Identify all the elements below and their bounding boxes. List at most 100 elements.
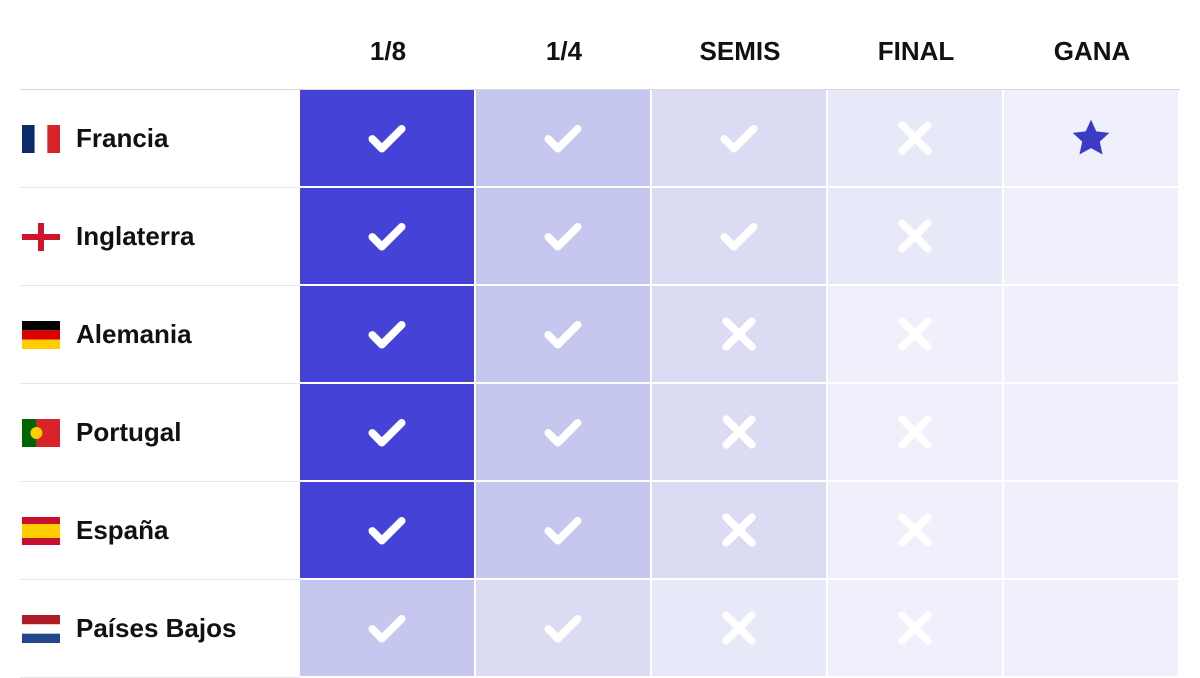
country-label: Inglaterra [76,221,195,252]
cross-icon [717,312,761,356]
check-icon [717,214,761,258]
check-icon [365,116,409,160]
result-cell [1004,188,1180,286]
flag-netherlands-icon [22,615,60,643]
result-icon-wrap [717,410,761,454]
check-icon [541,214,585,258]
country-label: Alemania [76,319,192,350]
check-icon [365,214,409,258]
result-cell [652,286,828,384]
result-icon-wrap [541,508,585,552]
result-cell [828,286,1004,384]
result-icon-wrap [893,410,937,454]
result-cell [652,90,828,188]
result-icon-wrap [365,508,409,552]
results-table: 1/81/4SEMISFINALGANA Francia In [20,18,1180,678]
result-cell [476,580,652,678]
result-icon-wrap [541,214,585,258]
result-cell [476,90,652,188]
cross-icon [893,312,937,356]
check-icon [541,312,585,356]
result-icon-wrap [1069,214,1113,258]
result-icon-wrap [541,312,585,356]
result-icon-wrap [365,312,409,356]
result-icon-wrap [541,410,585,454]
check-icon [365,606,409,650]
result-cell [1004,90,1180,188]
result-cell [828,580,1004,678]
check-icon [541,116,585,160]
check-icon [365,410,409,454]
result-icon-wrap [717,508,761,552]
result-icon-wrap [893,116,937,160]
result-icon-wrap [893,312,937,356]
result-cell [300,286,476,384]
result-cell [1004,482,1180,580]
result-icon-wrap [1069,312,1113,356]
result-cell [652,482,828,580]
column-header: 1/4 [476,18,652,90]
country-cell: Francia [20,90,300,188]
column-header: FINAL [828,18,1004,90]
country-label: Francia [76,123,169,154]
result-cell [652,188,828,286]
country-cell: Portugal [20,384,300,482]
cross-icon [893,116,937,160]
result-icon-wrap [365,606,409,650]
result-icon-wrap [541,606,585,650]
header-empty [20,18,300,90]
result-icon-wrap [365,116,409,160]
result-cell [300,188,476,286]
column-header: 1/8 [300,18,476,90]
result-icon-wrap [541,116,585,160]
country-cell: España [20,482,300,580]
result-cell [828,384,1004,482]
result-icon-wrap [365,410,409,454]
result-icon-wrap [893,214,937,258]
cross-icon [717,508,761,552]
result-cell [476,188,652,286]
result-cell [1004,580,1180,678]
cross-icon [893,214,937,258]
column-header: GANA [1004,18,1180,90]
star-icon [1069,115,1113,161]
result-icon-wrap [1069,606,1113,650]
flag-spain-icon [22,517,60,545]
result-icon-wrap [893,606,937,650]
result-cell [1004,384,1180,482]
country-cell: Alemania [20,286,300,384]
result-icon-wrap [717,116,761,160]
country-label: Portugal [76,417,181,448]
result-icon-wrap [1069,508,1113,552]
check-icon [541,606,585,650]
result-cell [476,482,652,580]
result-cell [300,384,476,482]
cross-icon [893,508,937,552]
cross-icon [893,606,937,650]
result-icon-wrap [365,214,409,258]
result-cell [476,384,652,482]
country-label: Países Bajos [76,613,236,644]
result-icon-wrap [717,606,761,650]
result-icon-wrap [1069,410,1113,454]
result-icon-wrap [717,312,761,356]
result-icon-wrap [893,508,937,552]
result-cell [652,384,828,482]
result-cell [300,90,476,188]
cross-icon [893,410,937,454]
country-cell: Inglaterra [20,188,300,286]
result-cell [652,580,828,678]
check-icon [541,410,585,454]
flag-france-icon [22,125,60,153]
flag-germany-icon [22,321,60,349]
check-icon [541,508,585,552]
result-cell [1004,286,1180,384]
column-header: SEMIS [652,18,828,90]
check-icon [365,508,409,552]
cross-icon [717,410,761,454]
country-label: España [76,515,169,546]
flag-portugal-icon [22,419,60,447]
result-cell [828,188,1004,286]
country-cell: Países Bajos [20,580,300,678]
result-cell [300,482,476,580]
